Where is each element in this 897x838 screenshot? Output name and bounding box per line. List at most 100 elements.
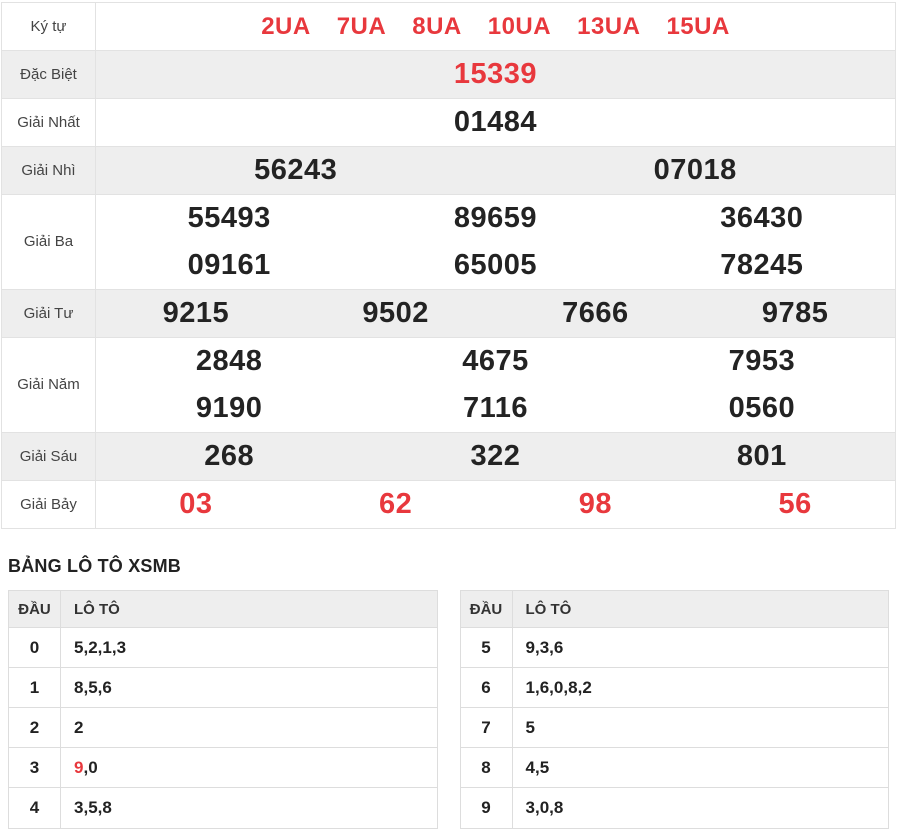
- prize-row-6: Giải Năm 2848 4675 7953 9190 7116 0560: [2, 338, 895, 433]
- prize-row-label: Giải Năm: [2, 338, 96, 432]
- loto-number: 0: [553, 677, 564, 697]
- loto-number: 5: [525, 717, 535, 737]
- prize-number: 56: [778, 488, 812, 520]
- loto-row: 3 9, 0: [9, 748, 437, 788]
- prize-number: 268: [204, 440, 255, 472]
- loto-number: 2: [74, 717, 84, 737]
- prize-line: 268 322 801: [96, 433, 895, 480]
- loto-row: 5 9, 3, 6: [460, 628, 888, 668]
- symbol-value: 8UA: [412, 12, 462, 40]
- loto-number: 3: [525, 798, 535, 817]
- prize-row-0: Ký tự 2UA 7UA 8UA 10UA 13UA 15UA: [2, 3, 895, 51]
- loto-header-loto: LÔ TÔ: [525, 600, 572, 618]
- prize-row-label: Giải Nhất: [2, 99, 96, 146]
- loto-number: 6: [553, 637, 564, 657]
- prize-line: 56243 07018: [96, 147, 895, 194]
- prize-row-1: Đặc Biệt 15339: [2, 51, 895, 99]
- loto-header-loto: LÔ TÔ: [74, 600, 120, 618]
- prize-number: 09161: [187, 249, 271, 281]
- loto-number: 5: [88, 798, 98, 817]
- prize-line: 9190 7116 0560: [96, 385, 895, 432]
- prize-number: 4675: [462, 345, 529, 377]
- loto-number: 8: [553, 798, 564, 817]
- prize-number: 65005: [453, 249, 538, 281]
- prize-number: 0560: [728, 392, 796, 424]
- prize-number: 9190: [195, 392, 263, 424]
- prize-row-values: 56243 07018: [96, 147, 895, 194]
- loto-values: 2: [61, 708, 437, 747]
- loto-dau-value: 2: [9, 708, 61, 747]
- prize-number: 07018: [653, 154, 737, 186]
- prize-row-values: 15339: [96, 51, 895, 98]
- loto-header-row: ĐẦU LÔ TÔ: [9, 591, 437, 628]
- loto-values: 5: [513, 708, 889, 747]
- prize-row-8: Giải Bảy 03 62 98 56: [2, 481, 895, 528]
- results-table: Ký tự 2UA 7UA 8UA 10UA 13UA 15UA Đặc Biệt 15339 G…: [1, 2, 896, 529]
- prize-row-label: Giải Ba: [2, 195, 96, 289]
- loto-number: 8: [568, 677, 578, 697]
- prize-row-label: Ký tự: [2, 3, 96, 50]
- loto-values: 9, 3, 6: [525, 637, 564, 657]
- loto-row: 9 3, 0, 8: [460, 788, 888, 828]
- prize-number: 01484: [453, 106, 538, 138]
- loto-dau-value: 1: [9, 668, 61, 707]
- loto-number: 6: [102, 677, 112, 697]
- prize-row-5: Giải Tư 9215 9502 7666 9785: [2, 290, 895, 338]
- prize-row-label: Giải Tư: [2, 290, 96, 337]
- loto-dau-value: 7: [461, 708, 513, 747]
- loto-number: 2: [88, 637, 98, 657]
- loto-dau-value: 4: [9, 788, 61, 828]
- loto-header-dau: ĐẦU: [9, 591, 61, 627]
- loto-values: 3, 0, 8: [525, 798, 564, 817]
- loto-dau-value: 6: [461, 668, 513, 707]
- loto-header-dau: ĐẦU: [461, 591, 513, 627]
- prize-number: 2848: [195, 345, 263, 377]
- prize-row-values: 2UA 7UA 8UA 10UA 13UA 15UA: [96, 3, 895, 50]
- loto-dau-value: 5: [461, 628, 513, 667]
- prize-number: 89659: [453, 202, 538, 234]
- prize-row-3: Giải Nhì 56243 07018: [2, 147, 895, 195]
- loto-number: 9: [525, 637, 535, 657]
- symbol-value: 7UA: [336, 12, 387, 40]
- loto-number: 3: [539, 637, 550, 657]
- symbol-value: 13UA: [577, 12, 641, 40]
- loto-row: 4 3, 5, 8: [9, 788, 437, 828]
- loto-dau-value: 9: [461, 788, 513, 828]
- prize-row-label: Giải Sáu: [2, 433, 96, 480]
- prize-line: 55493 89659 36430: [96, 195, 895, 242]
- loto-number: 5: [88, 677, 98, 697]
- loto-row: 1 8, 5, 6: [9, 668, 437, 708]
- prize-number: 15339: [453, 58, 538, 90]
- prize-number: 7116: [463, 392, 528, 424]
- loto-number: 5: [539, 757, 550, 777]
- prize-line: 01484: [96, 99, 895, 146]
- loto-number: 3: [74, 798, 84, 817]
- prize-line: 2UA 7UA 8UA 10UA 13UA 15UA: [96, 3, 895, 50]
- prize-number: 9785: [761, 297, 829, 329]
- loto-row: 8 4, 5: [460, 748, 888, 788]
- prize-row-values: 55493 89659 36430 09161 65005 78245: [96, 195, 895, 289]
- loto-values: 9, 0: [74, 757, 98, 777]
- prize-line: 9215 9502 7666 9785: [96, 290, 895, 337]
- prize-number: 322: [470, 440, 521, 472]
- loto-number: 6: [539, 677, 550, 697]
- loto-number: 0: [539, 798, 550, 817]
- prize-row-values: 268 322 801: [96, 433, 895, 480]
- loto-number: 0: [88, 757, 98, 777]
- loto-row: 0 5, 2, 1, 3: [9, 628, 437, 668]
- loto-values: 8, 5, 6: [74, 677, 112, 697]
- prize-number: 98: [578, 488, 612, 520]
- loto-number: 1: [102, 637, 112, 657]
- loto-number: 3: [116, 637, 127, 657]
- loto-dau-value: 8: [461, 748, 513, 787]
- loto-number: 5: [74, 637, 84, 657]
- prize-number: 62: [378, 488, 413, 520]
- loto-heading: BẢNG LÔ TÔ XSMB: [8, 556, 181, 576]
- symbol-value: 2UA: [261, 12, 311, 40]
- prize-number: 56243: [254, 154, 338, 186]
